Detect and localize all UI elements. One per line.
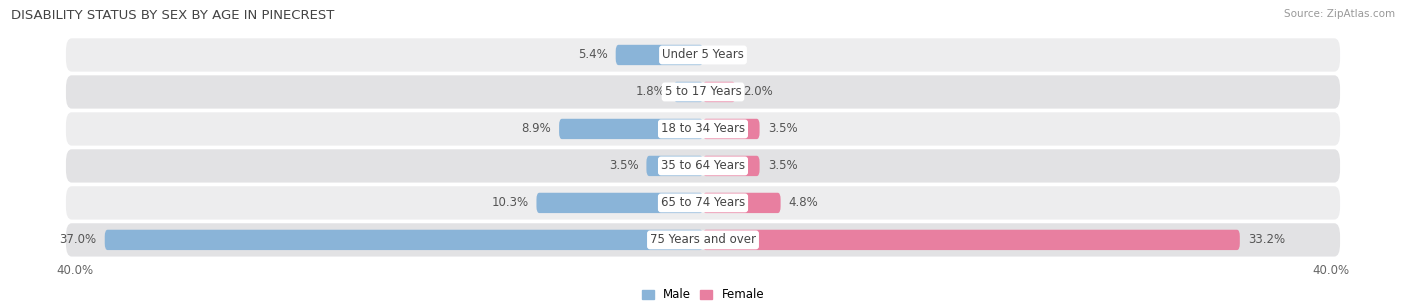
Text: Source: ZipAtlas.com: Source: ZipAtlas.com bbox=[1284, 9, 1395, 19]
Text: Under 5 Years: Under 5 Years bbox=[662, 48, 744, 61]
Text: 35 to 64 Years: 35 to 64 Years bbox=[661, 159, 745, 172]
Text: 4.8%: 4.8% bbox=[789, 196, 818, 209]
Text: 33.2%: 33.2% bbox=[1249, 233, 1285, 247]
Text: 0.0%: 0.0% bbox=[711, 48, 741, 61]
Text: 3.5%: 3.5% bbox=[768, 159, 797, 172]
Text: 18 to 34 Years: 18 to 34 Years bbox=[661, 123, 745, 136]
Text: 40.0%: 40.0% bbox=[56, 264, 93, 277]
Text: 8.9%: 8.9% bbox=[522, 123, 551, 136]
Text: 5.4%: 5.4% bbox=[578, 48, 607, 61]
Text: 10.3%: 10.3% bbox=[491, 196, 529, 209]
FancyBboxPatch shape bbox=[66, 38, 1340, 72]
FancyBboxPatch shape bbox=[616, 45, 703, 65]
Text: 1.8%: 1.8% bbox=[636, 85, 666, 98]
Text: 75 Years and over: 75 Years and over bbox=[650, 233, 756, 247]
FancyBboxPatch shape bbox=[66, 186, 1340, 219]
FancyBboxPatch shape bbox=[703, 230, 1240, 250]
FancyBboxPatch shape bbox=[66, 149, 1340, 183]
FancyBboxPatch shape bbox=[66, 112, 1340, 146]
Text: 37.0%: 37.0% bbox=[59, 233, 97, 247]
Text: 3.5%: 3.5% bbox=[609, 159, 638, 172]
FancyBboxPatch shape bbox=[703, 156, 759, 176]
FancyBboxPatch shape bbox=[560, 119, 703, 139]
FancyBboxPatch shape bbox=[673, 82, 703, 102]
Text: 2.0%: 2.0% bbox=[744, 85, 773, 98]
Text: 5 to 17 Years: 5 to 17 Years bbox=[665, 85, 741, 98]
Legend: Male, Female: Male, Female bbox=[641, 288, 765, 301]
Text: DISABILITY STATUS BY SEX BY AGE IN PINECREST: DISABILITY STATUS BY SEX BY AGE IN PINEC… bbox=[11, 9, 335, 22]
FancyBboxPatch shape bbox=[66, 223, 1340, 257]
FancyBboxPatch shape bbox=[537, 193, 703, 213]
FancyBboxPatch shape bbox=[703, 119, 759, 139]
FancyBboxPatch shape bbox=[647, 156, 703, 176]
Text: 65 to 74 Years: 65 to 74 Years bbox=[661, 196, 745, 209]
FancyBboxPatch shape bbox=[703, 193, 780, 213]
FancyBboxPatch shape bbox=[66, 75, 1340, 109]
Text: 3.5%: 3.5% bbox=[768, 123, 797, 136]
Text: 40.0%: 40.0% bbox=[1313, 264, 1350, 277]
FancyBboxPatch shape bbox=[104, 230, 703, 250]
FancyBboxPatch shape bbox=[703, 82, 735, 102]
